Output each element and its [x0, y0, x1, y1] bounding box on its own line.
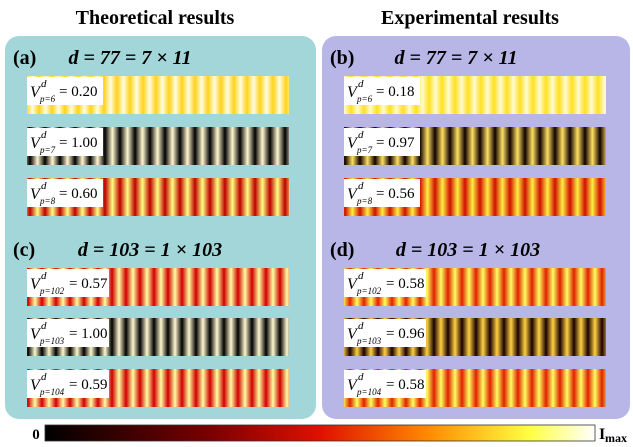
visibility-value: = 0.58	[386, 377, 424, 393]
visibility-sub: p=103	[356, 336, 382, 346]
colorbar	[45, 425, 595, 441]
visibility-sup: d	[358, 180, 364, 192]
visibility-sub: p=8	[356, 196, 373, 206]
panel-label: (c)	[13, 239, 35, 261]
visibility-value: = 0.18	[376, 84, 414, 100]
figure: Theoretical results Experimental results (…	[0, 0, 633, 447]
visibility-sub: p=6	[356, 94, 373, 104]
colorbar-max-sub: max	[605, 431, 627, 445]
visibility-value: = 0.56	[376, 186, 415, 202]
visibility-value: = 0.60	[59, 186, 97, 202]
visibility-sup: d	[358, 78, 364, 90]
visibility-sub: p=103	[39, 336, 65, 346]
visibility-sup: d	[41, 371, 47, 383]
visibility-sup: d	[358, 129, 364, 141]
panel-title: d = 77 = 7 × 11	[394, 47, 517, 69]
visibility-value: = 0.57	[69, 276, 108, 292]
visibility-value: = 1.00	[59, 135, 97, 151]
visibility-sup: d	[358, 371, 364, 383]
column-header: Theoretical results	[76, 7, 235, 29]
visibility-sup: d	[41, 270, 47, 282]
visibility-sub: p=7	[39, 145, 56, 155]
visibility-sub: p=8	[39, 196, 56, 206]
visibility-value: = 0.97	[376, 135, 415, 151]
colorbar-min: 0	[32, 427, 40, 443]
visibility-sub: p=104	[356, 387, 382, 397]
panel-title: d = 103 = 1 × 103	[396, 239, 540, 261]
visibility-sup: d	[41, 180, 47, 192]
visibility-sup: d	[358, 320, 364, 332]
panel-title: d = 103 = 1 × 103	[78, 239, 222, 261]
visibility-value: = 0.58	[386, 276, 424, 292]
panel-label: (d)	[330, 239, 354, 261]
visibility-value: = 0.20	[59, 84, 97, 100]
visibility-sup: d	[358, 270, 364, 282]
panel-label: (b)	[330, 47, 354, 69]
visibility-sup: d	[41, 320, 47, 332]
visibility-sub: p=6	[39, 94, 56, 104]
panel-title: d = 77 = 7 × 11	[68, 47, 191, 69]
visibility-sub: p=102	[356, 286, 382, 296]
column-header: Experimental results	[381, 7, 559, 29]
visibility-sup: d	[41, 78, 47, 90]
visibility-value: = 0.96	[386, 326, 425, 342]
visibility-value: = 0.59	[69, 377, 107, 393]
visibility-value: = 1.00	[69, 326, 107, 342]
panel-label: (a)	[13, 47, 36, 69]
visibility-sub: p=104	[39, 387, 65, 397]
visibility-sub: p=102	[39, 286, 65, 296]
visibility-sup: d	[41, 129, 47, 141]
visibility-sub: p=7	[356, 145, 373, 155]
